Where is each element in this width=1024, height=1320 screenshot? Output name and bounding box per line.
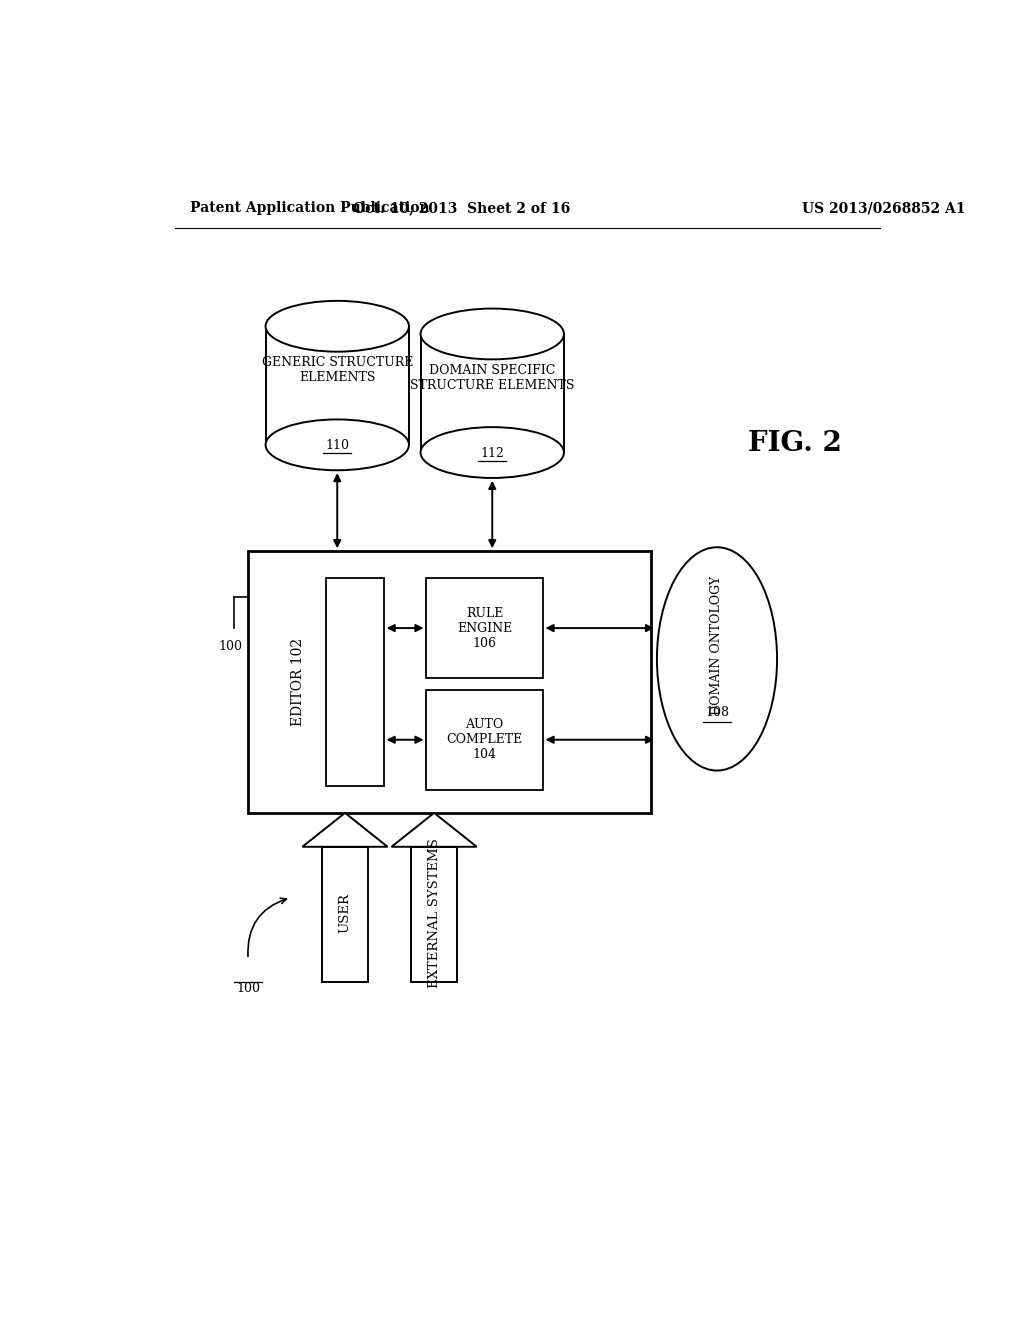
Ellipse shape xyxy=(421,309,564,359)
Text: DOMAIN SPECIFIC
STRUCTURE ELEMENTS: DOMAIN SPECIFIC STRUCTURE ELEMENTS xyxy=(410,364,574,392)
Bar xyxy=(326,578,384,785)
Text: 112: 112 xyxy=(480,446,504,459)
Text: GENERIC STRUCTURE
ELEMENTS: GENERIC STRUCTURE ELEMENTS xyxy=(261,356,413,384)
Text: Patent Application Publication: Patent Application Publication xyxy=(190,202,430,215)
Bar xyxy=(248,552,651,813)
Ellipse shape xyxy=(657,548,777,771)
Ellipse shape xyxy=(265,420,409,470)
Text: RULE
ENGINE
106: RULE ENGINE 106 xyxy=(457,607,512,649)
Text: Oct. 10, 2013  Sheet 2 of 16: Oct. 10, 2013 Sheet 2 of 16 xyxy=(352,202,570,215)
Text: EXTERNAL SYSTEMS: EXTERNAL SYSTEMS xyxy=(428,838,440,987)
Text: 100: 100 xyxy=(237,982,260,995)
Text: 108: 108 xyxy=(705,706,729,719)
Text: AUTO
COMPLETE
104: AUTO COMPLETE 104 xyxy=(446,718,522,762)
Text: 100: 100 xyxy=(218,640,243,652)
Polygon shape xyxy=(391,813,477,847)
Bar xyxy=(421,334,564,453)
Bar xyxy=(411,847,458,982)
Ellipse shape xyxy=(265,301,409,351)
Text: US 2013/0268852 A1: US 2013/0268852 A1 xyxy=(802,202,966,215)
Bar xyxy=(426,578,543,678)
Polygon shape xyxy=(302,813,388,847)
Text: 110: 110 xyxy=(326,440,349,453)
Text: USER: USER xyxy=(339,894,351,933)
Text: EDITOR 102: EDITOR 102 xyxy=(292,638,305,726)
Bar xyxy=(265,326,409,445)
Ellipse shape xyxy=(421,428,564,478)
Bar xyxy=(426,689,543,789)
Text: DOMAIN ONTOLOGY: DOMAIN ONTOLOGY xyxy=(711,576,724,714)
Bar xyxy=(322,847,369,982)
Text: FIG. 2: FIG. 2 xyxy=(748,430,842,457)
